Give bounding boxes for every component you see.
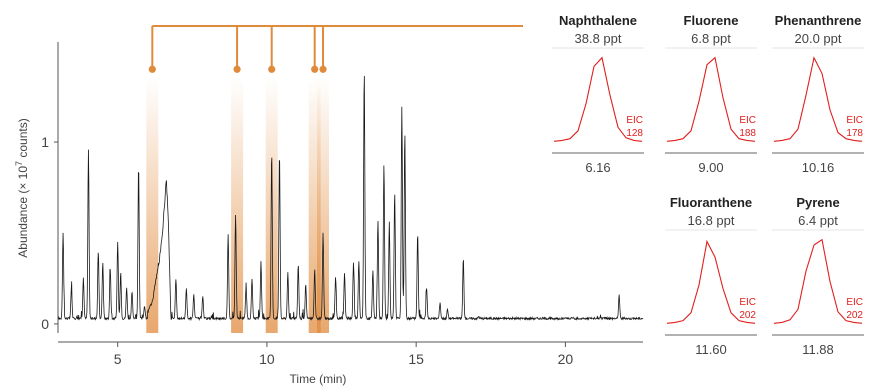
retention-time: 11.60 [695, 342, 727, 357]
eic-mz: 202 [739, 310, 756, 321]
x-tick-label-1: 10 [259, 351, 275, 367]
retention-time: 11.88 [802, 342, 834, 357]
retention-time: 6.16 [585, 160, 610, 175]
eic-inset: Naphthalene 38.8 ppt EIC 128 6.16 [552, 13, 644, 175]
marker-dot-2 [268, 65, 276, 73]
eic-label: EIC [626, 115, 643, 126]
x-tick-label-2: 15 [408, 351, 424, 367]
compound-concentration: 16.8 ppt [688, 213, 735, 228]
retention-time: 9.00 [698, 160, 723, 175]
highlight-bands [146, 77, 329, 333]
retention-time: 10.16 [802, 160, 835, 175]
marker-dot-4 [319, 65, 327, 73]
eic-inset: Pyrene 6.4 ppt EIC 202 11.88 [772, 195, 864, 357]
compound-concentration: 6.8 ppt [691, 31, 731, 46]
eic-mz: 188 [739, 128, 756, 139]
compound-name: Fluorene [684, 13, 739, 28]
eic-label: EIC [739, 297, 756, 308]
compound-concentration: 38.8 ppt [575, 31, 622, 46]
y-ticks: 01 [41, 134, 58, 332]
eic-label: EIC [846, 297, 863, 308]
highlight-band-0 [146, 77, 159, 333]
highlight-band-2 [265, 77, 278, 333]
compound-concentration: 6.4 ppt [798, 213, 838, 228]
x-ticks: 5 10 15 20 [114, 342, 574, 367]
eic-peak-line [773, 56, 863, 142]
compound-name: Naphthalene [559, 13, 637, 28]
y-axis-title: Abundance (× 107 counts) [14, 118, 30, 257]
eic-insets: Naphthalene 38.8 ppt EIC 128 6.16 Fluorene 6.8… [552, 13, 864, 357]
x-tick-label-3: 20 [558, 351, 574, 367]
compound-name: Fluoranthene [670, 195, 752, 210]
highlight-band-1 [231, 77, 244, 333]
eic-mz: 178 [846, 128, 863, 139]
eic-inset: Fluoranthene 16.8 ppt EIC 202 11.60 [665, 195, 757, 357]
eic-peak-line [553, 56, 643, 142]
main-axes [57, 42, 643, 343]
marker-dot-3 [311, 65, 319, 73]
y-tick-label-0: 0 [41, 316, 49, 332]
marker-dot-1 [233, 65, 241, 73]
eic-label: EIC [739, 115, 756, 126]
eic-inset: Phenanthrene 20.0 ppt EIC 178 10.16 [772, 13, 864, 175]
compound-name: Pyrene [796, 195, 839, 210]
marker-dot-0 [148, 65, 156, 73]
highlight-band-4 [317, 77, 329, 333]
compound-concentration: 20.0 ppt [795, 31, 842, 46]
eic-peak-line [666, 239, 756, 324]
eic-mz: 202 [846, 310, 863, 321]
chromatogram-line [57, 75, 644, 321]
eic-inset: Fluorene 6.8 ppt EIC 188 9.00 [665, 13, 757, 175]
y-tick-label-1: 1 [41, 134, 49, 150]
x-axis-title: Time (min) [290, 372, 347, 386]
eic-peak-line [773, 238, 863, 324]
eic-label: EIC [846, 115, 863, 126]
compound-name: Phenanthrene [775, 13, 862, 28]
main-chromatogram-plot [57, 75, 644, 321]
x-tick-label-0: 5 [114, 351, 122, 367]
marker-connector [148, 25, 523, 73]
eic-peak-line [666, 56, 756, 142]
eic-mz: 128 [626, 128, 643, 139]
